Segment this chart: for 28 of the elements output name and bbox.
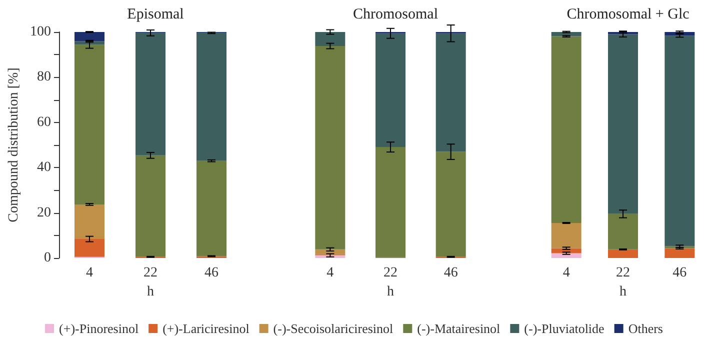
x-axis-title: h [147, 284, 154, 300]
legend-label: (+)-Lariciresinol [162, 321, 250, 336]
x-tick-label: 46 [672, 266, 687, 280]
x-tick-label: 22 [384, 266, 398, 280]
y-tick-label: 100 [30, 24, 51, 40]
x-tick-label: 4 [562, 266, 570, 280]
x-tick-label: 22 [144, 266, 158, 280]
chart-title: Chromosomal + Glc [566, 6, 690, 22]
y-tick-label: 80 [37, 70, 51, 85]
legend-label: (+)-Pinoresinol [59, 321, 139, 336]
x-axis-title: h [620, 284, 626, 300]
y-tick-label: 60 [37, 114, 51, 130]
x-tick-label: 4 [86, 266, 93, 280]
x-tick-label: 4 [326, 266, 334, 280]
y-tick-label: 20 [37, 205, 51, 220]
legend-label: (-)-Secoisolariciresinol [273, 321, 394, 336]
chart-title: Episomal [127, 6, 184, 22]
x-tick-label: 22 [616, 266, 630, 280]
y-tick-label: 40 [37, 160, 51, 176]
chart-title: Chromosomal [353, 6, 438, 22]
x-tick-label: 46 [204, 266, 218, 280]
y-axis-title: Compound distribution [%] [6, 68, 22, 222]
legend-label: (-)-Pluviatolide [524, 321, 605, 336]
x-tick-label: 46 [444, 266, 458, 280]
x-axis-title: h [387, 284, 394, 300]
legend-label: (-)-Matairesinol [417, 321, 501, 336]
y-tick-label: 0 [44, 250, 51, 266]
legend-label: Others [628, 321, 663, 336]
